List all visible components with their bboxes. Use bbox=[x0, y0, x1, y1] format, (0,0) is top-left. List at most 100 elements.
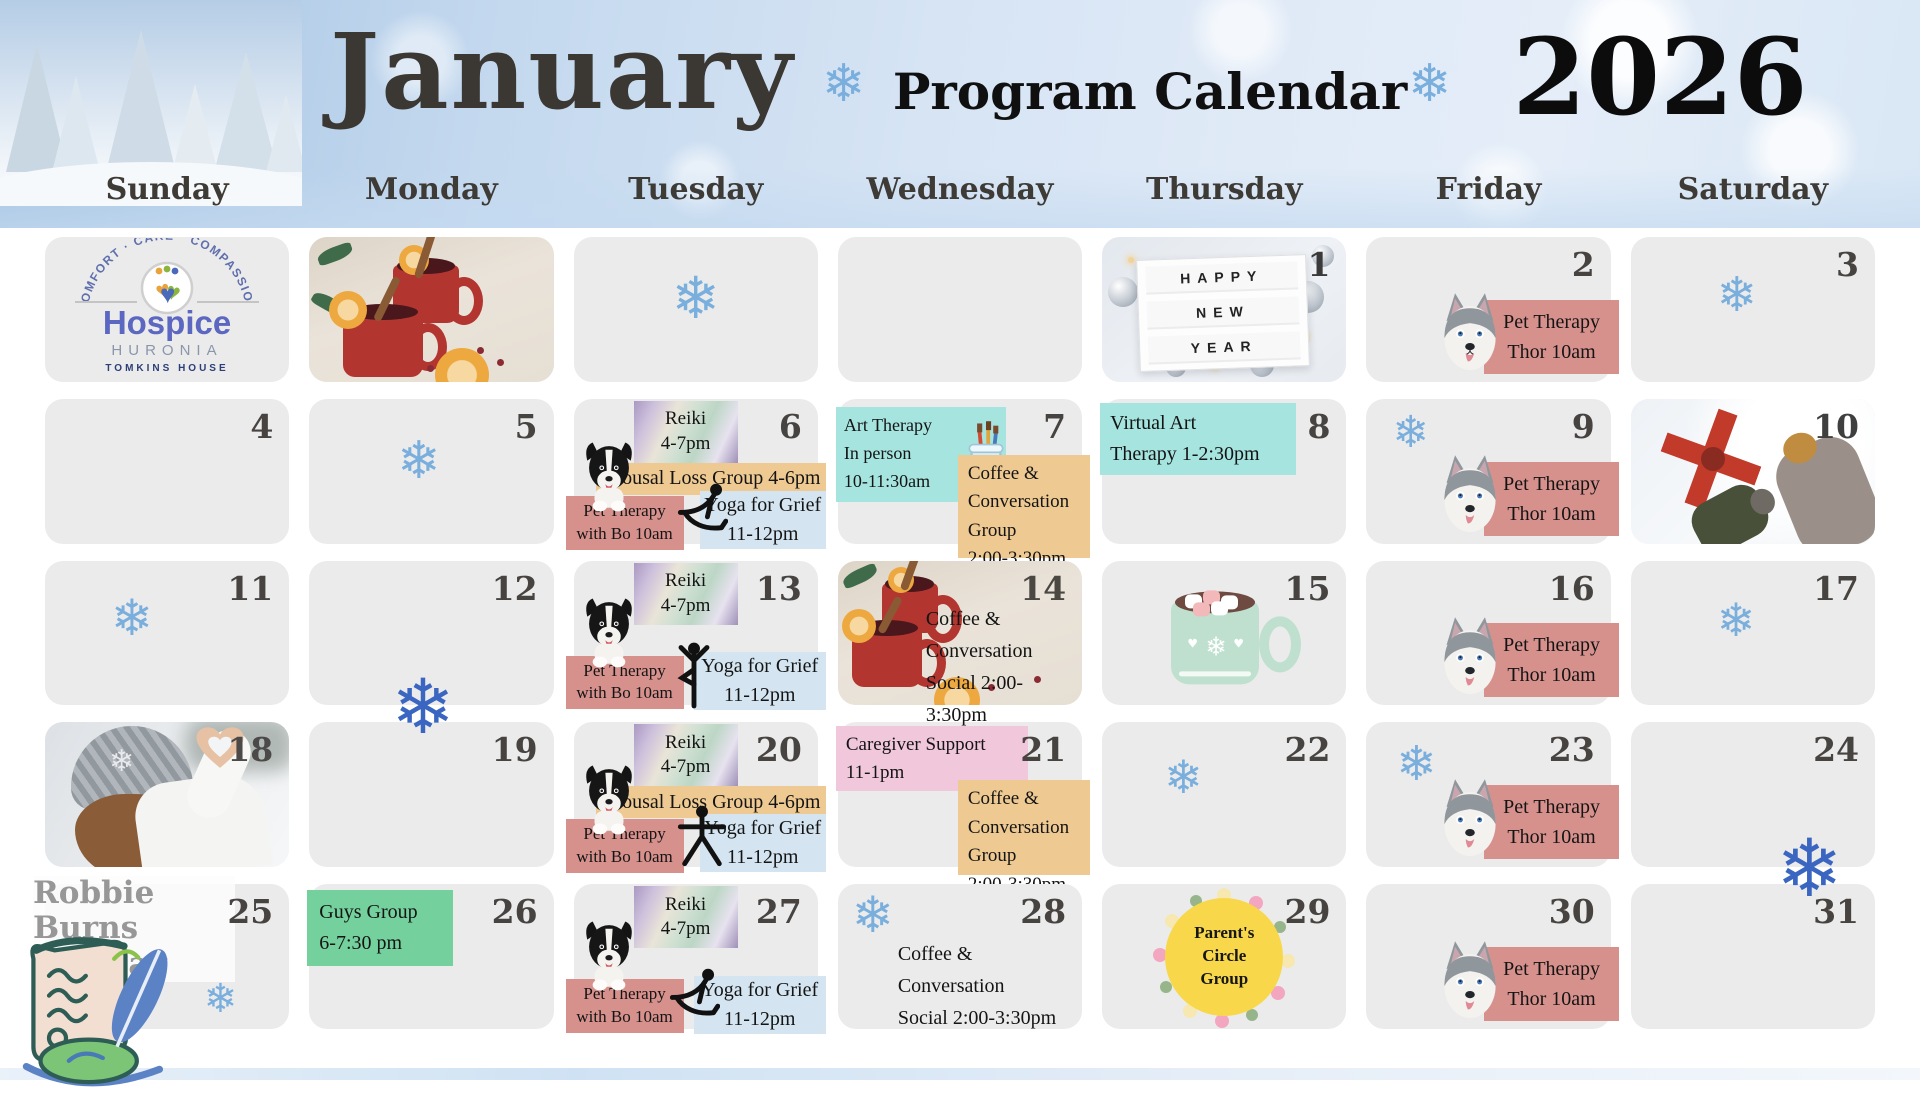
day-cell-23[interactable]: 23 ❄ Pet Therapy Thor 10am bbox=[1366, 722, 1619, 868]
day-cell-11[interactable]: 11 ❄ bbox=[45, 560, 290, 706]
event-pet-therapy-thor[interactable]: Pet Therapy Thor 10am bbox=[1484, 623, 1619, 698]
heart-icon: ♥ bbox=[1187, 636, 1199, 651]
event-line: Social 2:00-3:30pm bbox=[925, 671, 1024, 726]
day-cell-26[interactable]: 26 Guys Group 6-7:30 pm bbox=[307, 884, 554, 1029]
snowflake-icon: ❄ bbox=[391, 662, 455, 752]
event-spousal-loss-group[interactable]: Spousal Loss Group 4-6pm bbox=[595, 462, 826, 495]
event-reiki[interactable]: Reiki 4-7pm bbox=[633, 724, 738, 787]
day-cell-20[interactable]: 20 Reiki 4-7pm Spousal Loss Group 4-6pm bbox=[565, 722, 826, 874]
day-cell-empty[interactable] bbox=[837, 237, 1083, 382]
day-cell-17[interactable]: 17 ❄ bbox=[1630, 560, 1875, 706]
event-coffee-conversation-group[interactable]: Coffee & Conversation Group 2:00-3:30pm bbox=[957, 454, 1091, 569]
day-cell-15[interactable]: 15 ❄ ♥ ♥ bbox=[1102, 560, 1347, 706]
day-cell-4[interactable]: 4 bbox=[45, 398, 290, 544]
day-cell-3[interactable]: 3 ❄ bbox=[1630, 237, 1875, 382]
event-line: 11-12pm bbox=[723, 1008, 796, 1030]
day-cell-25[interactable]: 25 Robbie Burns Day ❄ bbox=[22, 875, 290, 1087]
day-cell-14[interactable]: 14 Coffee & Conversation Social 2:00-3:3… bbox=[837, 560, 1083, 726]
event-reiki[interactable]: Reiki 4-7pm bbox=[633, 400, 738, 463]
event-virtual-art-therapy[interactable]: Virtual Art Therapy 1-2:30pm bbox=[1100, 402, 1297, 475]
day-cell-22[interactable]: 22 ❄ bbox=[1102, 722, 1347, 868]
weekday-sunday: Sunday bbox=[105, 172, 229, 207]
day-cell-29[interactable]: 29 Parent's Circle Group bbox=[1102, 884, 1347, 1029]
day-cell-10[interactable]: 10 bbox=[1630, 398, 1875, 544]
day-cell-21[interactable]: 21 Caregiver Support 11-1pm Coffee & Con… bbox=[835, 722, 1091, 895]
event-spousal-loss-group[interactable]: Spousal Loss Group 4-6pm bbox=[595, 786, 826, 819]
day-cell-16[interactable]: 16 Pet Therapy Thor 10am bbox=[1366, 560, 1619, 706]
tree-shape bbox=[266, 94, 302, 172]
logo-house: TOMKINS HOUSE bbox=[106, 363, 229, 374]
event-line: Thor 10am bbox=[1507, 502, 1596, 525]
event-line: 11-12pm bbox=[726, 522, 799, 545]
event-reiki[interactable]: Reiki 4-7pm bbox=[633, 886, 738, 949]
event-line: Guys Group bbox=[319, 901, 418, 924]
event-pet-therapy-bo[interactable]: Pet Therapy with Bo 10am bbox=[565, 979, 684, 1033]
event-reiki[interactable]: Reiki 4-7pm bbox=[633, 562, 738, 625]
ornament-ball bbox=[1312, 245, 1335, 267]
day-cell-27[interactable]: 27 Reiki 4-7pm Pet Therapy wi bbox=[565, 884, 826, 1034]
event-pet-therapy-thor[interactable]: Pet Therapy Thor 10am bbox=[1484, 947, 1619, 1021]
snowflake-icon: ❄ bbox=[1716, 267, 1757, 323]
day-cell-9[interactable]: 9 ❄ Pet Therapy Thor 10am bbox=[1366, 398, 1619, 544]
date-number: 16 bbox=[1548, 568, 1595, 608]
day-cell-mulled-wine-photo[interactable] bbox=[309, 237, 554, 382]
snowflake-icon: ❄ bbox=[1775, 822, 1843, 916]
date-number: 3 bbox=[1836, 245, 1859, 284]
event-line: Therapy 1-2:30pm bbox=[1110, 442, 1260, 465]
day-cell-1[interactable]: HAPPY NEW YEAR 1 bbox=[1102, 237, 1347, 382]
day-cell-snowflake[interactable]: ❄ bbox=[573, 237, 818, 382]
logo-name: Hospice bbox=[103, 304, 231, 341]
event-pet-therapy-thor[interactable]: Pet Therapy Thor 10am bbox=[1484, 785, 1619, 860]
event-line: 4-7pm bbox=[660, 432, 711, 454]
heart-hands-photo: ❄ bbox=[45, 722, 290, 868]
event-yoga-for-grief[interactable]: Yoga for Grief 11-12pm bbox=[699, 490, 826, 549]
day-cell-24[interactable]: 24 ❄ bbox=[1630, 722, 1875, 909]
event-parents-circle-group[interactable]: Parent's Circle Group bbox=[1165, 897, 1284, 1016]
day-cell-13[interactable]: 13 Reiki 4-7pm Pet Therapy wi bbox=[565, 560, 826, 711]
snowflake-icon: ❄ bbox=[1392, 406, 1430, 458]
event-yoga-for-grief[interactable]: Yoga for Grief 11-12pm bbox=[693, 652, 826, 711]
day-cell-6[interactable]: 6 Reiki 4-7pm Spousal Loss Group 4-6pm bbox=[565, 398, 826, 550]
mulled-wine-photo bbox=[309, 237, 554, 382]
orange-slice bbox=[933, 677, 980, 706]
date-number: 9 bbox=[1571, 406, 1595, 446]
event-pet-therapy-thor[interactable]: Pet Therapy Thor 10am bbox=[1484, 461, 1619, 536]
date-number: 17 bbox=[1813, 568, 1859, 608]
date-number: 30 bbox=[1548, 892, 1595, 932]
day-cell-18[interactable]: ❄ 18 bbox=[45, 722, 290, 868]
day-cell-30[interactable]: 30 Pet Therapy Thor 10am bbox=[1366, 884, 1619, 1029]
day-cell-28[interactable]: 28 ❄ Coffee & Conversation Social 2:00-3… bbox=[837, 884, 1083, 1029]
event-line: Pet Therapy bbox=[1503, 472, 1600, 495]
day-cell-19[interactable]: 19 bbox=[309, 722, 554, 868]
event-line: Group bbox=[967, 519, 1017, 541]
lightbox-sign: HAPPY NEW YEAR bbox=[1136, 254, 1311, 372]
event-pet-therapy-bo[interactable]: Pet Therapy with Bo 10am bbox=[565, 655, 684, 710]
weekday-monday: Monday bbox=[364, 172, 498, 207]
event-pet-therapy-thor[interactable]: Pet Therapy Thor 10am bbox=[1484, 299, 1619, 374]
event-guys-group[interactable]: Guys Group 6-7:30 pm bbox=[307, 890, 454, 967]
event-line: Virtual Art bbox=[1110, 411, 1197, 434]
event-line: Social 2:00-3:30pm bbox=[897, 1007, 1057, 1030]
day-cell-7[interactable]: 7 Art Therapy In person 10-11:30am Coffe… bbox=[835, 398, 1091, 569]
event-line: Reiki bbox=[664, 731, 707, 753]
day-cell-31[interactable]: 31 bbox=[1630, 884, 1875, 1029]
event-pet-therapy-bo[interactable]: Pet Therapy with Bo 10am bbox=[565, 495, 684, 550]
event-yoga-for-grief[interactable]: Yoga for Grief 11-12pm bbox=[699, 814, 826, 873]
event-coffee-conversation-group[interactable]: Coffee & Conversation Group 2:00-3:30pm bbox=[957, 780, 1091, 895]
mug-shape bbox=[841, 595, 946, 687]
snowflake-icon: ❄ bbox=[203, 976, 238, 1022]
lightbox-row: YEAR bbox=[1147, 331, 1301, 365]
date-number: 12 bbox=[491, 568, 538, 608]
snowflake-icon: ❄ bbox=[1205, 632, 1228, 663]
day-cell-12[interactable]: 12 ❄ bbox=[309, 560, 554, 745]
day-cell-2[interactable]: 2 Pet Therapy Thor 10am bbox=[1366, 237, 1619, 382]
event-coffee-conversation-social[interactable]: Coffee & Conversation Social 2:00-3:30pm bbox=[898, 938, 1056, 1034]
day-cell-8[interactable]: 8 Virtual Art Therapy 1-2:30pm bbox=[1100, 398, 1347, 544]
event-coffee-conversation-social[interactable]: Coffee & Conversation Social 2:00-3:30pm bbox=[926, 603, 1082, 731]
event-line: Coffee & bbox=[967, 788, 1039, 810]
day-cell-5[interactable]: 5 ❄ bbox=[309, 398, 554, 544]
event-line: Conversation bbox=[967, 491, 1070, 513]
ornament-ball bbox=[1108, 277, 1139, 307]
tree-shape bbox=[52, 76, 100, 172]
day-cell-hospice-logo[interactable]: COMFORT · CARE · COMPASSION ♥ ♥ ♥ Hospic… bbox=[45, 237, 290, 382]
